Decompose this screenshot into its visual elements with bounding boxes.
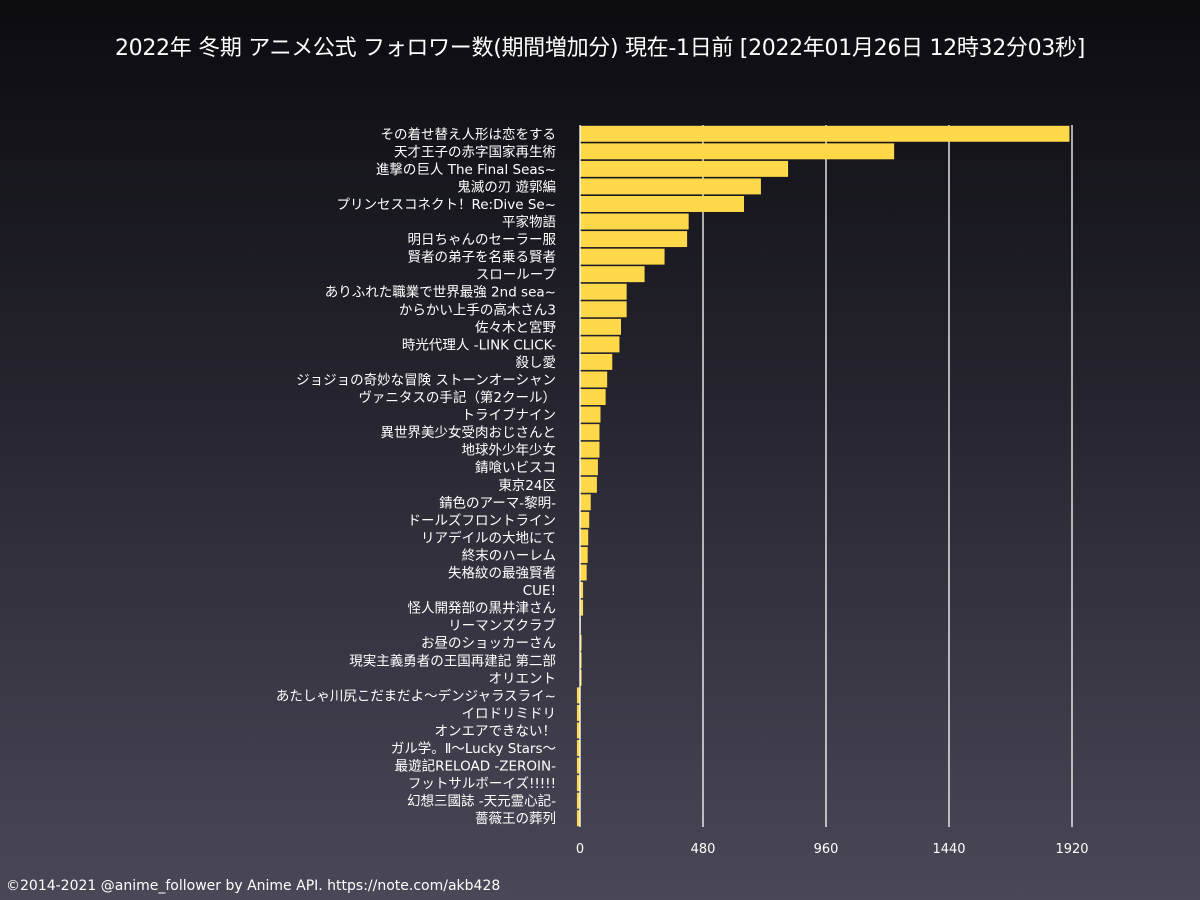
bar <box>580 494 591 511</box>
bar <box>580 213 689 230</box>
bar <box>580 476 597 493</box>
bar <box>580 511 590 528</box>
category-label: 東京24区 <box>498 478 556 494</box>
x-tick-label: 0 <box>576 842 584 857</box>
category-label: フットサルボーイズ!!!!! <box>408 776 556 792</box>
bar <box>580 231 688 248</box>
category-label: 平家物語 <box>502 214 556 231</box>
category-label: 天才王子の赤字国家再生術 <box>394 143 556 160</box>
bar <box>580 318 621 335</box>
bar <box>580 371 608 388</box>
category-label: 終末のハーレム <box>462 548 556 564</box>
bar <box>580 459 598 476</box>
category-label: 錆色のアーマ-黎明- <box>439 494 556 511</box>
bars <box>576 125 1070 827</box>
category-label: プリンセスコネクト！Re:Dive Se~ <box>336 197 556 213</box>
bar <box>580 582 584 599</box>
category-label: 最遊記RELOAD -ZEROIN- <box>395 758 556 775</box>
category-label: オンエアできない！ <box>435 723 557 739</box>
x-tick-label: 1920 <box>1055 842 1088 857</box>
bar <box>580 389 606 405</box>
category-label: イロドリミドリ <box>462 706 557 722</box>
bar <box>580 547 588 563</box>
bar <box>576 704 580 721</box>
category-label: 失格紋の最強賢者 <box>448 566 556 582</box>
bar <box>580 160 789 177</box>
category-label: トライブナイン <box>462 407 557 424</box>
x-tick-labels: 0 480 960 1440 1920 <box>576 842 1089 857</box>
chart-title: 2022年 冬期 アニメ公式 フォロワー数(期間増加分) 現在-1日前 [202… <box>114 36 1086 61</box>
category-label: 殺し愛 <box>516 355 557 371</box>
bar <box>580 529 589 546</box>
category-label: 賢者の弟子を名乗る賢者 <box>408 250 557 266</box>
category-label: ジョジョの奇妙な冒険 ストーンオーシャン <box>296 371 556 388</box>
category-label: 錆喰いビスコ <box>475 459 556 476</box>
category-label: リーマンズクラブ <box>448 617 556 634</box>
bar <box>580 424 600 441</box>
category-label: 時光代理人 -LINK CLICK- <box>402 337 556 353</box>
category-label: 薔薇王の葬列 <box>475 811 556 827</box>
bar <box>576 810 580 827</box>
category-label: リアデイルの大地にて <box>421 529 556 546</box>
bar <box>580 634 582 651</box>
bar <box>576 722 580 739</box>
bar <box>580 669 582 686</box>
category-label: ありふれた職業で世界最強 2nd sea~ <box>325 285 556 301</box>
category-label: 地球外少年少女 <box>462 442 557 459</box>
bar <box>580 178 761 195</box>
bar <box>580 353 613 370</box>
bar <box>580 406 601 423</box>
category-label: ガル学。Ⅱ～Lucky Stars～ <box>391 741 556 757</box>
bar <box>576 775 580 792</box>
x-tick-label: 960 <box>814 842 839 857</box>
bar <box>576 757 580 774</box>
bar <box>580 652 582 669</box>
bar <box>580 283 627 300</box>
category-label: その着せ替え人形は恋をする <box>381 126 557 143</box>
category-label: 幻想三國誌 -天元霊心記- <box>407 793 556 810</box>
category-label: からかい上手の高木さん3 <box>399 301 556 318</box>
category-label: スローループ <box>476 267 557 283</box>
x-tick-label: 1440 <box>932 842 965 857</box>
bar <box>580 266 645 283</box>
bar <box>580 301 627 318</box>
gridlines <box>702 125 1073 827</box>
category-label: オリエント <box>489 671 557 687</box>
bar <box>580 248 665 265</box>
category-label: 佐々木と宮野 <box>475 320 556 336</box>
bar <box>580 441 600 458</box>
category-label: 怪人開発部の黒井津さん <box>408 601 557 617</box>
bar <box>576 792 580 809</box>
bar <box>580 564 587 581</box>
bar <box>580 143 895 160</box>
category-label: 明日ちゃんのセーラー服 <box>408 232 557 248</box>
x-tick-label: 480 <box>691 842 716 857</box>
category-label: 異世界美少女受肉おじさんと <box>381 424 557 441</box>
category-label: 現実主義勇者の王国再建記 第二部 <box>349 652 556 669</box>
category-label: CUE! <box>523 583 556 599</box>
category-label: ドールズフロントライン <box>408 513 557 529</box>
bar <box>580 125 1070 142</box>
bar <box>576 687 580 704</box>
category-label: お昼のショッカーさん <box>421 636 556 652</box>
footer-credit: ©2014-2021 @anime_follower by Anime API.… <box>6 878 501 894</box>
category-label: ヴァニタスの手記（第2クール） <box>358 389 556 406</box>
category-label: 進撃の巨人 The Final Seas~ <box>376 162 556 178</box>
bar <box>580 599 584 616</box>
bar <box>580 336 620 353</box>
category-label: あたしゃ川尻こだまだよ～デンジャラスライ~ <box>276 687 556 704</box>
category-label: 鬼滅の刃 遊郭編 <box>457 178 556 195</box>
bar <box>580 196 744 212</box>
bar <box>576 740 580 756</box>
